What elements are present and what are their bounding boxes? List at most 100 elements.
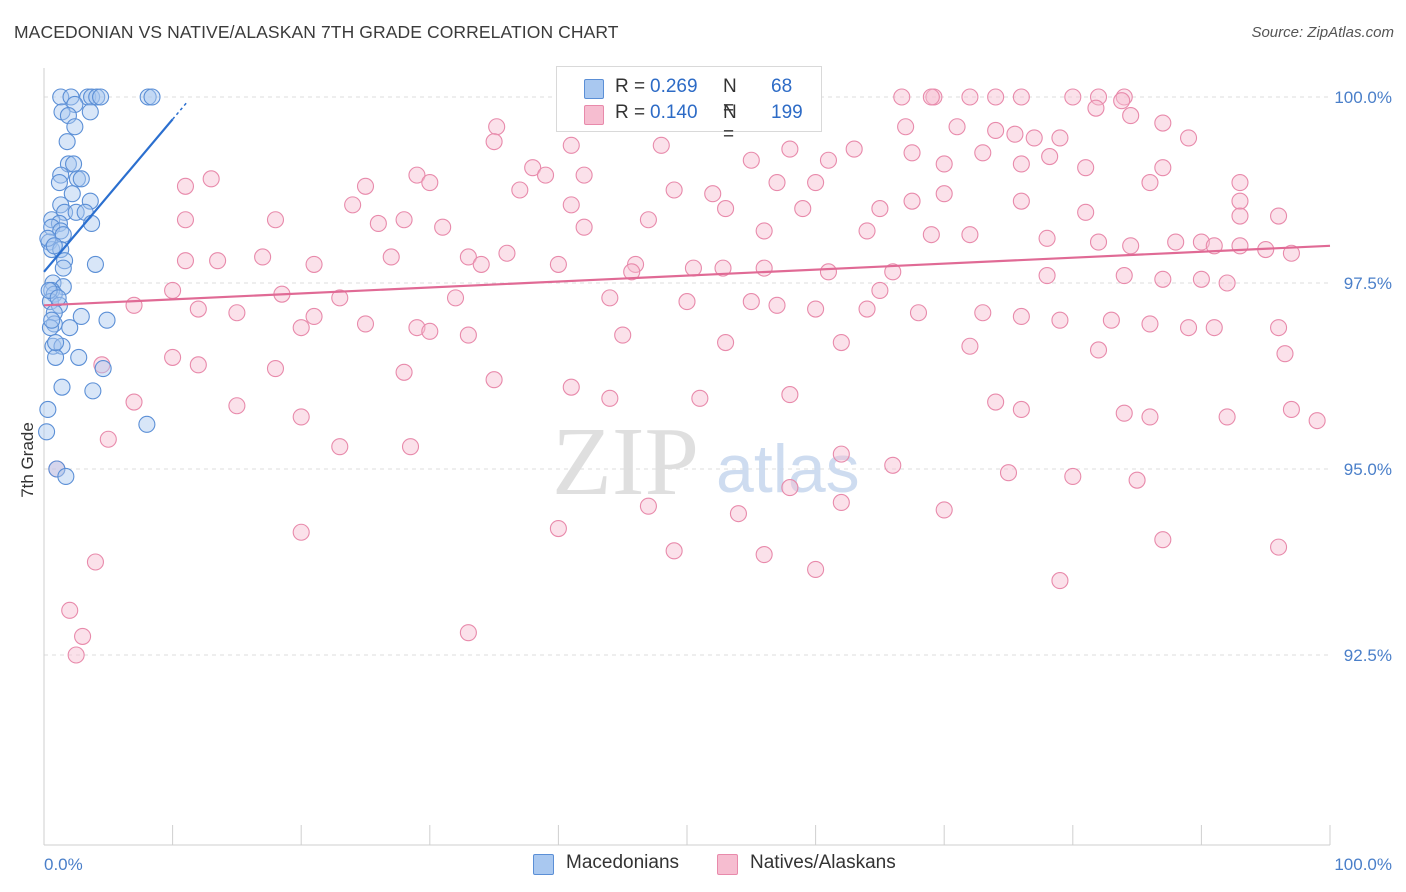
native-point [832,333,850,352]
native-point [209,252,227,270]
native-point [459,248,477,266]
trend-lines [43,100,1331,307]
native-point [858,300,876,318]
macedonian-point [66,118,84,136]
native-point [884,263,902,281]
macedonian-point [67,203,85,221]
macedonian-point [72,307,90,326]
native-point [125,296,143,314]
native-point [1154,270,1172,288]
native-point [1012,400,1030,419]
native-point [575,218,593,236]
native-point [562,196,580,214]
native-point [125,393,143,411]
native-point [704,185,722,203]
native-point [395,211,413,229]
native-point [485,371,503,389]
native-point [1077,159,1095,177]
macedonian-point [70,348,88,366]
native-point [472,255,490,273]
legend-r-value: 0.140 [650,102,698,123]
native-point [639,211,657,229]
native-point [1038,229,1056,247]
native-point [665,181,683,199]
macedonian-point [94,360,112,378]
native-point [1122,107,1140,125]
macedonian-point [72,170,90,188]
native-point [1231,192,1249,210]
macedonians-trend-extension [172,100,189,120]
macedonians-trend-line [43,118,174,273]
native-point [61,601,79,619]
native-point [1089,88,1108,106]
native-point [807,300,825,318]
native-point [935,501,953,519]
native-point [1205,237,1223,255]
native-point [717,200,735,218]
macedonian-point [49,289,67,307]
native-point [714,259,732,277]
native-point [755,222,773,240]
native-point [189,300,207,318]
native-point [176,252,195,270]
native-point [1154,531,1172,549]
native-point [652,136,670,154]
native-point [266,360,285,378]
y-axis-label: 7th Grade [18,422,37,498]
y-tick-label: 95.0% [1344,460,1392,479]
native-point [871,281,889,299]
native-point [1179,319,1198,337]
native-point [356,315,375,333]
legend-swatch-blue [584,79,604,99]
native-point [382,248,400,266]
macedonian-point [57,467,75,485]
native-point [1025,129,1043,147]
native-point [1154,114,1172,132]
native-point [1087,99,1105,117]
native-point [1064,467,1082,485]
native-point [1192,270,1210,288]
macedonian-point [38,423,56,441]
native-point [344,196,362,214]
native-point [639,497,657,515]
native-point [164,281,182,299]
native-point [485,133,503,151]
native-point [1192,233,1210,251]
native-point [511,181,529,199]
native-point [1064,88,1082,106]
native-point [292,408,310,426]
legend-r-value: 0.269 [650,76,698,97]
native-point [755,259,773,277]
native-point [446,289,465,307]
native-point [909,304,928,322]
native-point [575,166,593,184]
macedonian-point [79,88,97,106]
native-point [202,170,220,188]
native-point [742,293,760,311]
native-point [549,519,567,538]
watermark-atlas: atlas [716,431,860,507]
macedonian-point [39,400,57,419]
legend-swatch-blue [533,854,554,875]
native-point [1167,233,1185,251]
legend-r-label: R = [615,102,646,123]
native-point [601,289,619,307]
native-point [742,151,760,169]
native-point [498,244,516,262]
native-point [86,553,104,571]
native-point [717,333,735,352]
macedonian-point [68,170,86,188]
macedonian-point [143,88,161,106]
native-point [1012,88,1030,106]
macedonian-point [47,333,65,352]
native-point [1012,307,1030,326]
native-point [897,118,915,136]
legend-n-value: 68 [771,76,793,97]
native-point [189,356,207,374]
native-point [331,289,349,307]
source-label: Source: ZipAtlas.com [1251,24,1394,41]
macedonian-point [43,311,61,329]
native-point [1115,404,1133,422]
natives-points [48,88,1326,664]
native-point [356,177,375,195]
